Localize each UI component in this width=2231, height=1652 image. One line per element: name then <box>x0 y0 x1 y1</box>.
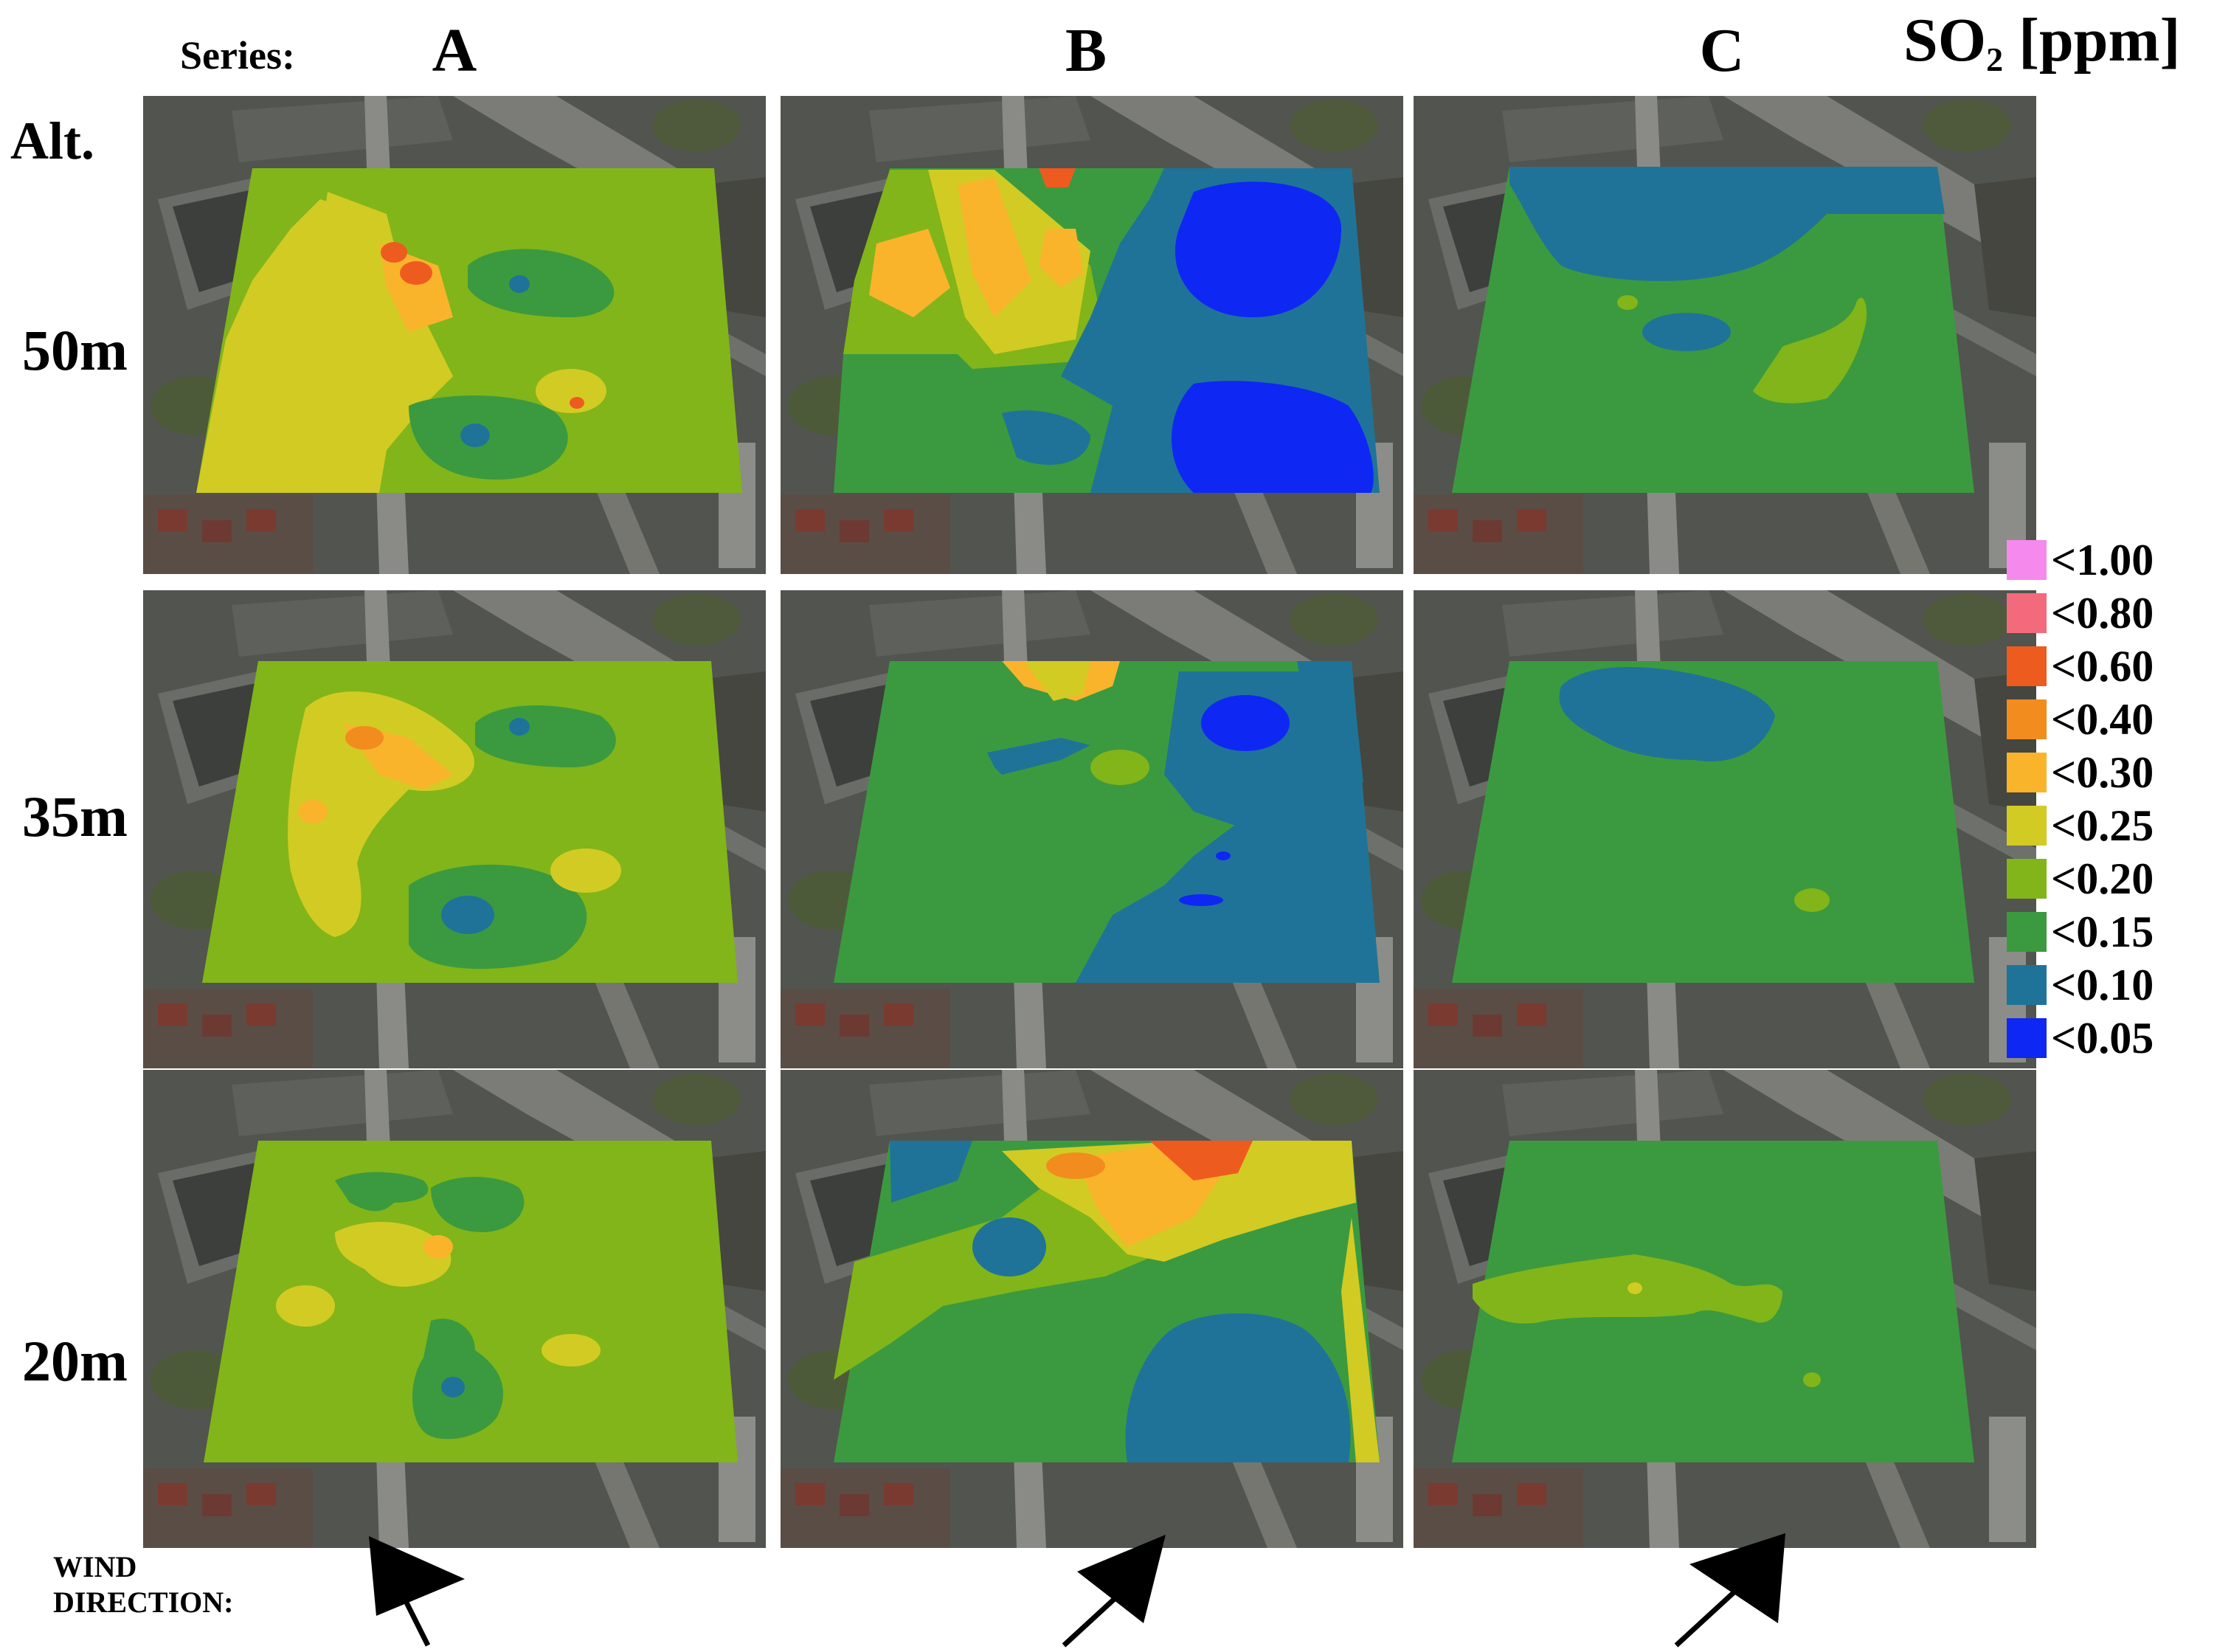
series-b-label: B <box>1065 16 1107 85</box>
legend-label: <0.30 <box>2051 748 2154 797</box>
legend-swatch <box>2007 646 2047 686</box>
unit-main: SO <box>1903 6 1987 75</box>
map-panel-b-20m <box>781 1070 1403 1548</box>
map-panel-a-50m <box>143 96 766 574</box>
legend-item: <0.10 <box>2007 961 2154 1009</box>
legend-label: <0.40 <box>2051 695 2154 744</box>
map-panel-a-20m <box>143 1070 766 1548</box>
legend-item: <0.15 <box>2007 908 2154 956</box>
legend-label: <0.80 <box>2051 589 2154 637</box>
altitude-35m-label: 35m <box>22 784 128 849</box>
legend-item: <0.80 <box>2007 589 2154 637</box>
legend-swatch <box>2007 859 2047 899</box>
map-panel-b-35m <box>781 590 1403 1068</box>
wind-arrow-icon-b <box>1062 1535 1166 1648</box>
legend-label: <0.60 <box>2051 642 2154 691</box>
series-c-label: C <box>1699 16 1745 85</box>
legend-label: <0.15 <box>2051 908 2154 956</box>
legend-swatch <box>2007 540 2047 580</box>
series-a-label: A <box>432 16 477 85</box>
legend-swatch <box>2007 806 2047 846</box>
legend-label: <0.05 <box>2051 1014 2154 1062</box>
legend-swatch <box>2007 912 2047 952</box>
wind-arrow-icon-a <box>369 1536 465 1647</box>
legend-swatch <box>2007 593 2047 633</box>
legend-swatch <box>2007 1018 2047 1058</box>
legend-item: <0.25 <box>2007 801 2154 850</box>
legend-item: <0.30 <box>2007 748 2154 797</box>
series-label: Series: <box>180 33 295 77</box>
altitude-20m-label: 20m <box>22 1329 128 1393</box>
map-panel-c-35m <box>1414 590 2036 1068</box>
legend-label: <0.25 <box>2051 801 2154 850</box>
legend-swatch <box>2007 753 2047 792</box>
wind-label-line2: DIRECTION: <box>53 1586 234 1619</box>
legend-item: <0.60 <box>2007 642 2154 691</box>
legend-swatch <box>2007 965 2047 1005</box>
unit-subscript: 2 <box>1986 41 2004 78</box>
map-panel-c-20m <box>1414 1070 2036 1548</box>
wind-direction-label: WIND DIRECTION: <box>53 1549 233 1620</box>
map-panel-b-50m <box>781 96 1403 574</box>
legend-swatch <box>2007 699 2047 739</box>
legend-item: <0.40 <box>2007 695 2154 744</box>
map-panel-a-35m <box>143 590 766 1068</box>
legend-item: <0.20 <box>2007 854 2154 903</box>
legend-item: <0.05 <box>2007 1014 2154 1062</box>
altitude-axis-label: Alt. <box>10 111 94 170</box>
legend-label: <0.20 <box>2051 854 2154 903</box>
unit-title: SO2 [ppm] <box>1903 4 2180 79</box>
wind-label-line1: WIND <box>53 1550 137 1583</box>
unit-rest: [ppm] <box>2003 6 2181 75</box>
legend-label: <0.10 <box>2051 961 2154 1009</box>
altitude-50m-label: 50m <box>22 318 128 382</box>
legend-label: <1.00 <box>2051 536 2154 584</box>
wind-arrow-icon-c <box>1674 1533 1785 1648</box>
map-panel-c-50m <box>1414 96 2036 574</box>
legend-item: <1.00 <box>2007 536 2154 584</box>
